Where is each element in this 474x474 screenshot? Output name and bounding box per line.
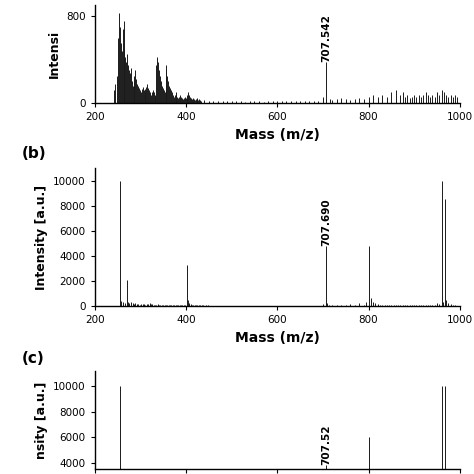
Text: 707.542: 707.542 [321, 14, 331, 62]
Text: 707.52: 707.52 [321, 425, 331, 465]
Y-axis label: nsity [a.u.]: nsity [a.u.] [35, 381, 47, 459]
Y-axis label: Intensi: Intensi [47, 30, 61, 78]
X-axis label: Mass (m/z): Mass (m/z) [235, 330, 320, 345]
Y-axis label: Intensity [a.u.]: Intensity [a.u.] [35, 184, 47, 290]
Text: (b): (b) [22, 146, 46, 161]
X-axis label: Mass (m/z): Mass (m/z) [235, 128, 320, 142]
Text: 707.690: 707.690 [321, 198, 331, 246]
Text: (c): (c) [22, 351, 45, 366]
